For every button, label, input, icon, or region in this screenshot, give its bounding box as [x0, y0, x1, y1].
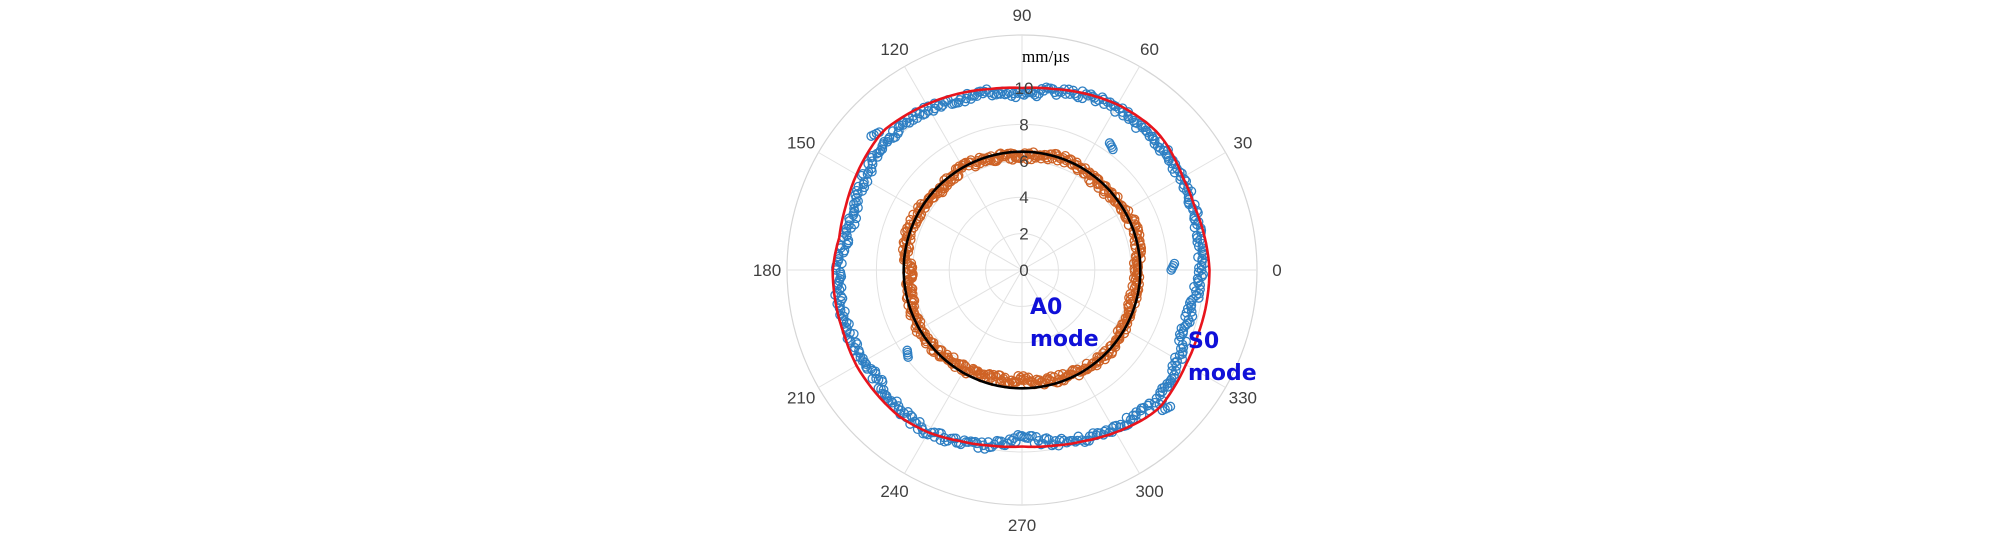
data-point	[987, 90, 998, 101]
data-point	[845, 328, 855, 338]
series-layer	[830, 82, 1211, 454]
radial-unit-label: mm/µs	[1022, 47, 1070, 66]
data-point	[1054, 86, 1064, 97]
angle-tick-label: 90	[1013, 6, 1032, 25]
data-point	[867, 159, 878, 170]
outlier-point	[1104, 138, 1115, 148]
data-point	[1129, 266, 1140, 277]
outlier-point	[866, 131, 877, 141]
data-point	[1038, 85, 1049, 96]
angle-tick-label: 150	[787, 134, 815, 153]
data-point	[1186, 300, 1197, 311]
mode-annotation-text: mode	[1188, 361, 1257, 386]
data-point	[1000, 372, 1010, 383]
data-point	[988, 369, 999, 380]
radial-tick-label: 10	[1015, 79, 1034, 98]
mode-annotation-text: A0	[1030, 295, 1062, 320]
outlier-point	[1105, 140, 1116, 150]
angle-tick-label: 30	[1233, 134, 1252, 153]
radial-tick-label: 2	[1019, 225, 1028, 244]
data-point	[1182, 318, 1193, 329]
data-point	[1077, 163, 1087, 174]
data-point	[1193, 267, 1204, 277]
data-point	[1181, 336, 1192, 347]
angle-tick-label: 300	[1135, 482, 1163, 501]
angle-tick-label: 270	[1008, 516, 1036, 535]
data-point	[895, 405, 906, 416]
data-point	[1041, 433, 1052, 443]
data-point	[1178, 326, 1189, 337]
data-point	[1050, 148, 1061, 159]
outlier-point	[1169, 258, 1180, 269]
outlier-point	[903, 352, 913, 362]
data-point	[862, 169, 873, 179]
data-point	[877, 141, 888, 151]
data-point	[1192, 237, 1203, 248]
data-point	[1006, 435, 1017, 446]
data-point	[948, 352, 959, 363]
data-point	[867, 373, 878, 384]
data-point	[841, 317, 852, 328]
angle-tick-label: 210	[787, 389, 815, 408]
data-point	[904, 117, 915, 128]
data-point	[1053, 369, 1064, 380]
data-point	[1004, 434, 1015, 445]
data-point	[953, 438, 964, 449]
angle-tick-label: 120	[880, 40, 908, 59]
radial-tick-label: 0	[1019, 261, 1028, 280]
data-point	[841, 226, 852, 237]
data-point	[1013, 430, 1023, 440]
data-point	[970, 436, 981, 447]
data-point	[1198, 269, 1209, 280]
data-point	[878, 384, 889, 395]
data-point	[836, 291, 847, 302]
radial-tick-label: 4	[1019, 188, 1028, 207]
model-curve-3	[902, 150, 1142, 390]
data-point	[846, 223, 857, 233]
data-point	[1179, 322, 1190, 332]
angle-tick-label: 0	[1272, 261, 1281, 280]
mode-annotation-text: S0	[1188, 329, 1219, 354]
data-point	[870, 368, 881, 379]
angle-tick-label: 330	[1229, 389, 1257, 408]
radial-tick-labels: 0 2 4 6 8 10	[1015, 79, 1034, 280]
data-point	[851, 213, 862, 224]
series-points-0	[830, 82, 1210, 454]
angle-tick-label: 180	[753, 261, 781, 280]
radial-tick-label: 8	[1019, 115, 1028, 134]
outlier-point	[1165, 401, 1176, 412]
angle-tick-label: 60	[1140, 40, 1159, 59]
data-point	[860, 357, 870, 368]
model-curve-2	[831, 86, 1211, 449]
angle-tick-label: 240	[880, 482, 908, 501]
data-point	[995, 370, 1005, 381]
data-point	[1018, 371, 1029, 381]
data-point	[979, 86, 990, 97]
radial-tick-label: 6	[1019, 152, 1028, 171]
data-point	[958, 359, 969, 370]
mode-annotations: A0 mode S0 mode	[1030, 295, 1257, 386]
mode-annotation-text: mode	[1030, 327, 1099, 352]
data-point	[1152, 141, 1163, 152]
